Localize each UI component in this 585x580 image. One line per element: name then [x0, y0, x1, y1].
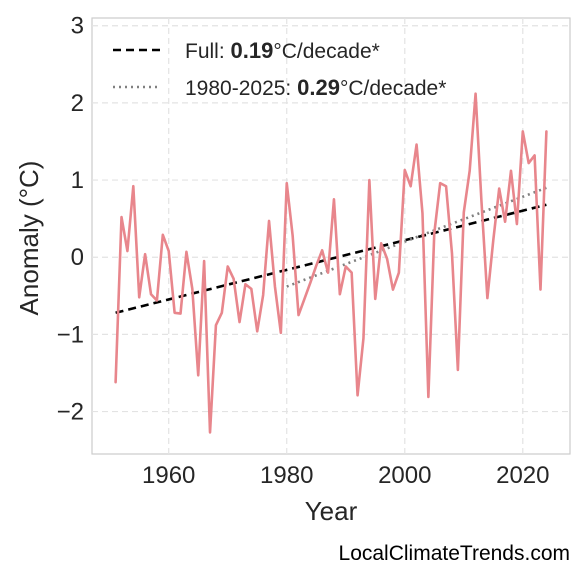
x-tick-label-2000: 2000: [378, 462, 431, 489]
tick-labels: 1960 1980 2000 2020 3 2 1 0 −1 −2: [57, 13, 550, 489]
trendline-full: [115, 203, 547, 315]
legend-recent-trend-label: 1980-2025: 0.29°C/decade*: [185, 75, 446, 100]
series-lines: [114, 92, 548, 434]
trendlines: [115, 186, 547, 315]
y-axis-label: Anomaly (°C): [14, 161, 44, 316]
y-tick-label-0: 3: [71, 13, 84, 40]
x-tick-label-1980: 1980: [260, 462, 313, 489]
series-line-0: [114, 92, 548, 434]
y-tick-label-5: −2: [57, 399, 84, 426]
trendline-recent: [286, 186, 547, 288]
credit-text: LocalClimateTrends.com: [339, 542, 570, 565]
y-tick-label-2: 1: [71, 167, 84, 194]
y-tick-label-1: 2: [71, 90, 84, 117]
x-tick-label-2020: 2020: [496, 462, 549, 489]
y-tick-label-4: −1: [57, 321, 84, 348]
legend-full-trend-label: Full: 0.19°C/decade*: [185, 38, 380, 63]
x-axis-label: Year: [305, 496, 358, 526]
x-tick-label-1960: 1960: [142, 462, 195, 489]
grid: [92, 18, 570, 454]
y-tick-label-3: 0: [71, 244, 84, 271]
legend: Full: 0.19°C/decade* 1980-2025: 0.29°C/d…: [113, 38, 446, 100]
